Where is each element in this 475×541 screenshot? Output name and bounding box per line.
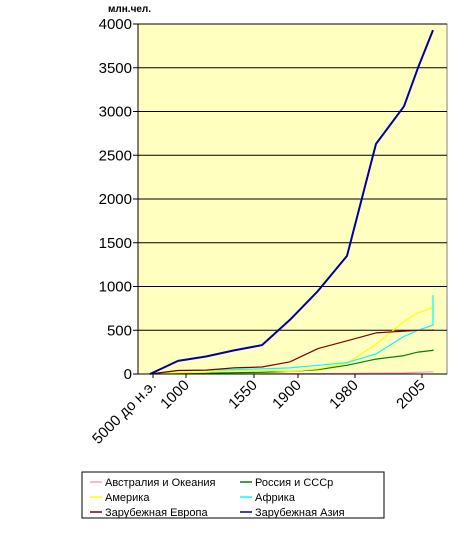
y-tick-label: 500 [107, 322, 132, 339]
gridlines [138, 23, 447, 331]
series-line [149, 29, 434, 375]
series-line [149, 295, 434, 375]
legend-box [81, 471, 385, 519]
legend: Австралия и Океания Россия и СССр Америка А… [81, 471, 385, 519]
y-tick-label: 3000 [99, 104, 132, 121]
x-tick-label: 1900 [269, 377, 305, 413]
legend-entry: Америка [105, 492, 150, 504]
legend-entry: Австралия и Океания [105, 477, 216, 489]
y-tick-label: 2500 [99, 147, 132, 164]
x-tick-label: 2005 [393, 377, 429, 413]
legend-entry: Африка [255, 492, 296, 504]
series-line [149, 329, 434, 375]
x-tick-label: 1000 [157, 377, 193, 413]
y-tick-label: 4000 [99, 16, 132, 33]
legend-entry: Зарубежная Азия [255, 507, 345, 519]
y-tick-label: 2000 [99, 191, 132, 208]
y-tick-label: 3500 [99, 60, 132, 77]
x-tick-label: 5000 до н.э. [89, 377, 160, 448]
y-tick-label: 0 [124, 366, 132, 383]
y-tick-label: 1000 [99, 279, 132, 296]
series-line [149, 349, 434, 375]
y-tick-label: 1500 [99, 235, 132, 252]
x-tick-label: 1550 [225, 377, 261, 413]
unit-label: млн.чел. [108, 4, 151, 15]
series-lines [149, 29, 434, 375]
x-tick-label: 1980 [326, 377, 362, 413]
y-axis-ticks: 0 500 1000 1500 2000 2500 3000 3500 4000 [99, 16, 138, 383]
legend-entry: Россия и СССр [255, 477, 333, 489]
legend-entry: Зарубежная Европа [105, 507, 208, 519]
x-axis-ticks: 5000 до н.э.1000 1550 1900 1980 2005 [89, 374, 429, 448]
